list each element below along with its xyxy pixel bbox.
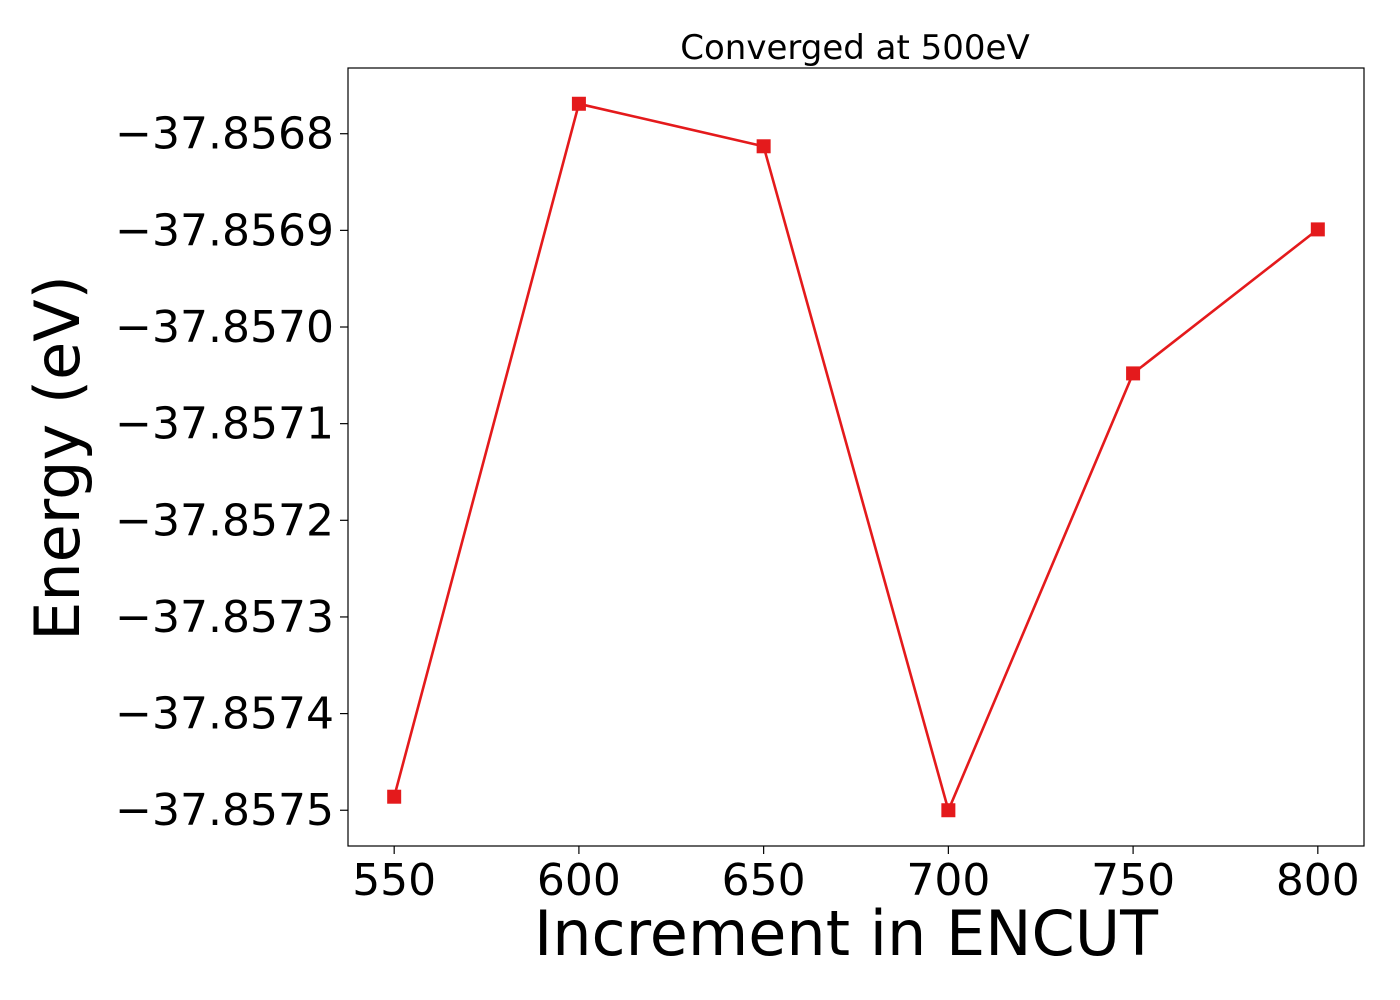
data-point-marker xyxy=(756,139,771,154)
x-axis-ticks: 550 600 650 700 750 800 xyxy=(352,846,1360,906)
x-tick-label: 750 xyxy=(1091,855,1175,906)
x-tick-label: 650 xyxy=(722,855,806,906)
y-tick-label: −37.8573 xyxy=(115,592,334,643)
y-axis-ticks: −37.8575 −37.8574 −37.8573 −37.8572 −37.8571… xyxy=(115,109,348,836)
y-tick-label: −37.8575 xyxy=(115,785,334,836)
chart-title: Converged at 500eV xyxy=(680,28,1029,68)
x-tick-label: 550 xyxy=(352,855,436,906)
y-tick-label: −37.8569 xyxy=(115,205,334,256)
data-point-marker xyxy=(941,803,956,818)
data-point-marker xyxy=(387,789,402,804)
y-axis-label: Energy (eV) xyxy=(21,275,94,641)
data-point-marker xyxy=(1310,222,1325,237)
y-tick-label: −37.8568 xyxy=(115,109,334,160)
x-tick-label: 600 xyxy=(537,855,621,906)
plot-area-frame xyxy=(347,67,1365,847)
y-tick-label: −37.8570 xyxy=(115,302,334,353)
x-axis-label: Increment in ENCUT xyxy=(534,897,1159,970)
x-tick-label: 700 xyxy=(906,855,990,906)
series-line xyxy=(392,102,1319,812)
data-point-marker xyxy=(1126,366,1141,381)
y-tick-label: −37.8572 xyxy=(115,495,334,546)
y-tick-label: −37.8574 xyxy=(115,689,334,740)
data-point-marker xyxy=(571,96,586,111)
y-tick-label: −37.8571 xyxy=(115,399,334,450)
series-layer xyxy=(387,96,1325,818)
x-tick-label: 800 xyxy=(1276,855,1360,906)
